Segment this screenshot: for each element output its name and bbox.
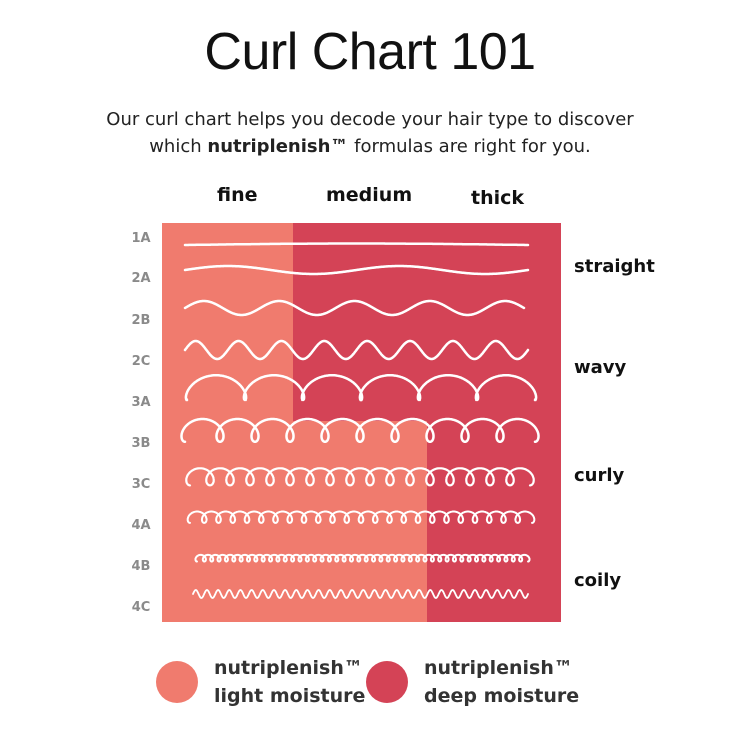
curl-line-4B <box>194 553 531 563</box>
row-label-2B: 2B <box>131 313 151 328</box>
legend-swatch-light <box>156 661 198 703</box>
row-label-4A: 4A <box>131 518 151 533</box>
category-straight: straight <box>574 256 655 277</box>
deep-moisture-region <box>293 223 561 622</box>
row-label-3B: 3B <box>131 436 151 451</box>
row-label-4C: 4C <box>131 600 151 615</box>
row-label-2A: 2A <box>131 271 151 286</box>
subtitle-line-1: Our curl chart helps you decode your hai… <box>106 109 634 130</box>
curl-line-3A <box>184 374 538 402</box>
subtitle-text: formulas are right for you. <box>348 136 591 157</box>
legend-deep-moisture: nutriplenish™ deep moisture <box>424 654 579 710</box>
curl-line-2C <box>183 339 530 361</box>
category-wavy: wavy <box>574 357 627 378</box>
brand-name: nutriplenish™ <box>207 136 349 157</box>
legend-brand: nutriplenish™ <box>214 657 363 679</box>
curl-line-3C <box>185 467 535 487</box>
legend-light-moisture: nutriplenish™ light moisture <box>214 654 365 710</box>
curl-line-4A <box>186 510 536 524</box>
legend-brand: nutriplenish™ <box>424 657 573 679</box>
curl-line-1A <box>183 242 530 247</box>
row-label-3C: 3C <box>131 477 151 492</box>
curl-line-4C <box>192 589 529 599</box>
legend-label: light moisture <box>214 685 366 707</box>
row-label-1A: 1A <box>131 231 151 246</box>
column-header-fine: fine <box>217 184 258 206</box>
page-title: Curl Chart 101 <box>204 23 536 81</box>
legend-swatch-deep <box>366 661 408 703</box>
subtitle-line-2: which nutriplenish™ formulas are right f… <box>0 133 740 160</box>
column-header-medium: medium <box>326 184 413 206</box>
column-header-thick: thick <box>471 187 525 209</box>
row-label-3A: 3A <box>131 395 151 410</box>
curl-line-3B <box>180 417 540 444</box>
curl-line-2B <box>183 299 526 317</box>
subtitle: Our curl chart helps you decode your hai… <box>0 106 740 160</box>
subtitle-text: which <box>149 136 208 157</box>
curl-line-2A <box>183 264 530 276</box>
legend-label: deep moisture <box>424 685 580 707</box>
row-label-2C: 2C <box>131 354 151 369</box>
row-label-4B: 4B <box>131 559 151 574</box>
category-curly: curly <box>574 465 625 486</box>
category-coily: coily <box>574 570 622 591</box>
